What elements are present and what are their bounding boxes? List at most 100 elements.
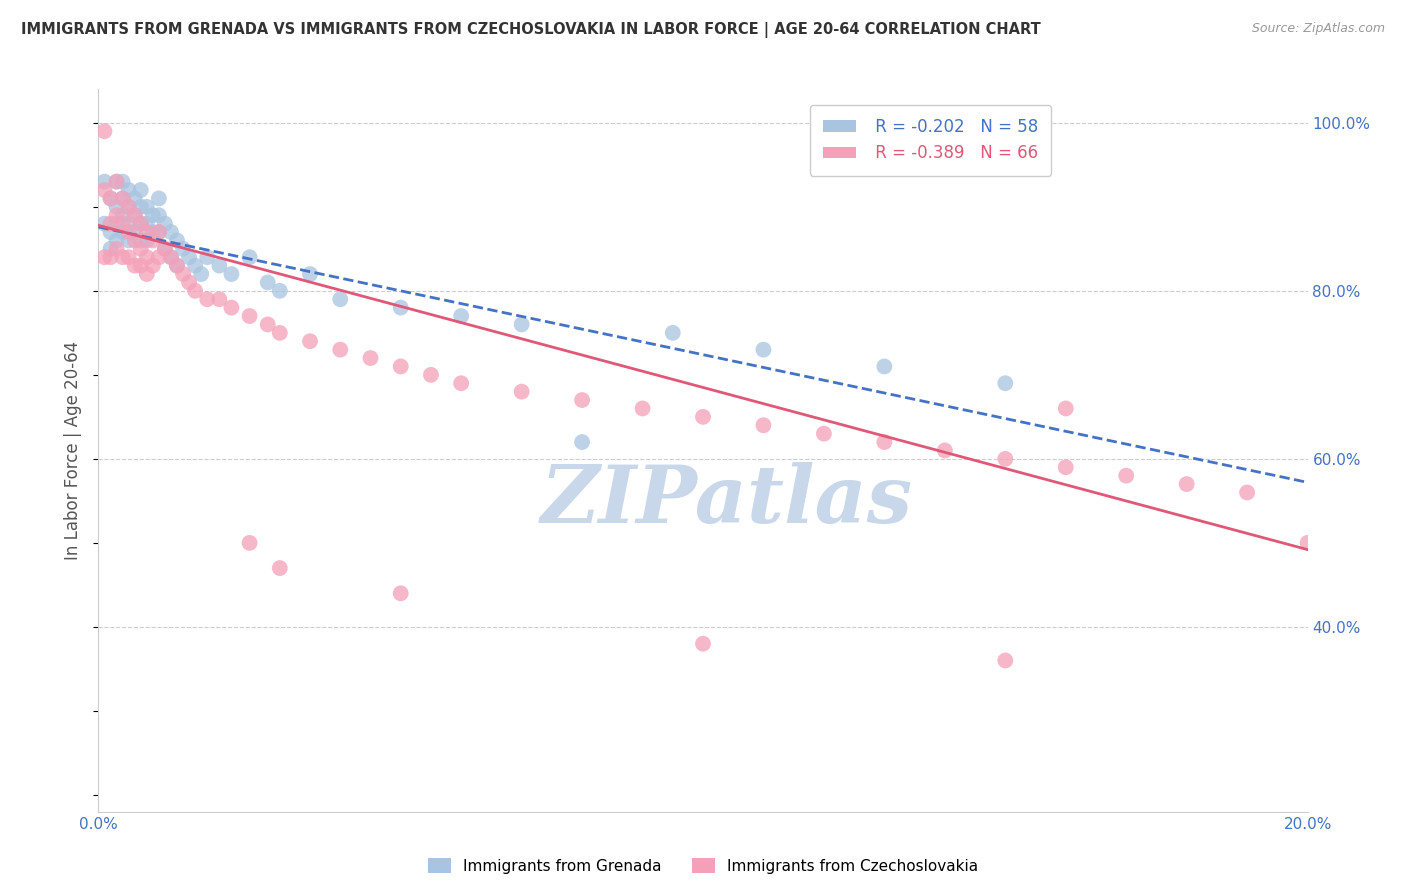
Point xyxy=(93,217,115,231)
Point xyxy=(239,536,262,550)
Point xyxy=(172,242,194,256)
Point xyxy=(124,208,146,222)
Point xyxy=(184,284,207,298)
Point xyxy=(752,418,775,433)
Point xyxy=(195,292,218,306)
Point xyxy=(135,217,157,231)
Point xyxy=(389,586,412,600)
Point xyxy=(221,301,243,315)
Point xyxy=(329,343,352,357)
Point xyxy=(105,234,128,248)
Point xyxy=(661,326,683,340)
Point xyxy=(184,259,207,273)
Point xyxy=(510,384,533,399)
Point xyxy=(1296,536,1319,550)
Point xyxy=(148,191,170,205)
Point xyxy=(100,250,122,264)
Point xyxy=(166,259,188,273)
Point xyxy=(93,124,115,138)
Point xyxy=(510,318,533,332)
Point xyxy=(135,234,157,248)
Point xyxy=(179,276,201,290)
Point xyxy=(571,435,593,450)
Point xyxy=(100,242,122,256)
Point xyxy=(160,225,183,239)
Point xyxy=(100,217,122,231)
Point xyxy=(195,250,218,264)
Point xyxy=(124,208,146,222)
Point xyxy=(105,175,128,189)
Point xyxy=(631,401,654,416)
Point xyxy=(111,191,134,205)
Point xyxy=(142,225,165,239)
Point xyxy=(105,242,128,256)
Point xyxy=(269,326,291,340)
Point xyxy=(1175,477,1198,491)
Point xyxy=(994,451,1017,466)
Text: ZIPatlas: ZIPatlas xyxy=(541,462,914,540)
Point xyxy=(124,259,146,273)
Point xyxy=(135,200,157,214)
Point xyxy=(166,259,188,273)
Point xyxy=(360,351,382,365)
Point xyxy=(256,318,278,332)
Point xyxy=(105,175,128,189)
Point xyxy=(813,426,835,441)
Point xyxy=(692,637,714,651)
Point xyxy=(166,234,188,248)
Point xyxy=(450,376,472,391)
Point xyxy=(208,292,231,306)
Point xyxy=(1236,485,1258,500)
Point xyxy=(93,183,115,197)
Point xyxy=(105,200,128,214)
Point xyxy=(129,234,152,248)
Point xyxy=(111,175,134,189)
Point xyxy=(142,259,165,273)
Point xyxy=(148,250,170,264)
Point xyxy=(299,267,322,281)
Point xyxy=(934,443,956,458)
Point xyxy=(269,284,291,298)
Point xyxy=(124,225,146,239)
Point xyxy=(329,292,352,306)
Point xyxy=(124,234,146,248)
Point xyxy=(873,359,896,374)
Point xyxy=(100,191,122,205)
Point xyxy=(148,208,170,222)
Legend:  R = -0.202   N = 58,  R = -0.389   N = 66: R = -0.202 N = 58, R = -0.389 N = 66 xyxy=(810,104,1052,176)
Point xyxy=(389,359,412,374)
Point xyxy=(153,242,176,256)
Point xyxy=(571,392,593,407)
Point xyxy=(153,242,176,256)
Point xyxy=(450,309,472,323)
Point xyxy=(135,267,157,281)
Point xyxy=(118,183,141,197)
Point xyxy=(172,267,194,281)
Y-axis label: In Labor Force | Age 20-64: In Labor Force | Age 20-64 xyxy=(65,341,83,560)
Point xyxy=(1054,460,1077,475)
Point xyxy=(179,250,201,264)
Point xyxy=(153,217,176,231)
Point xyxy=(208,259,231,273)
Legend: Immigrants from Grenada, Immigrants from Czechoslovakia: Immigrants from Grenada, Immigrants from… xyxy=(422,852,984,880)
Point xyxy=(389,301,412,315)
Point xyxy=(160,250,183,264)
Point xyxy=(129,217,152,231)
Point xyxy=(1054,401,1077,416)
Point xyxy=(142,208,165,222)
Point xyxy=(118,250,141,264)
Point xyxy=(100,191,122,205)
Point xyxy=(111,208,134,222)
Point xyxy=(105,217,128,231)
Point xyxy=(239,309,262,323)
Point xyxy=(93,175,115,189)
Point xyxy=(160,250,183,264)
Point xyxy=(118,200,141,214)
Point xyxy=(221,267,243,281)
Point xyxy=(129,259,152,273)
Point xyxy=(105,208,128,222)
Point xyxy=(111,217,134,231)
Point xyxy=(111,250,134,264)
Point xyxy=(148,225,170,239)
Point xyxy=(135,225,157,239)
